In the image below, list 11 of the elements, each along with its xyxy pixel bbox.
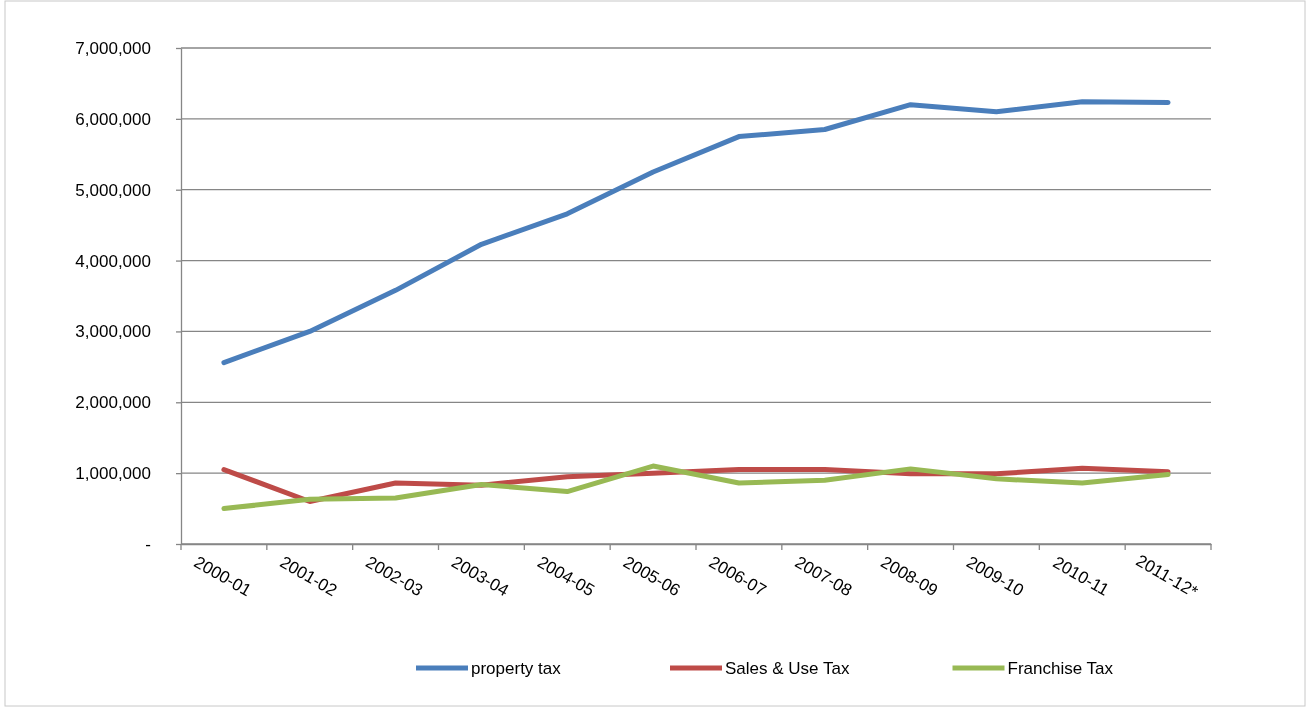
y-tick-label: 4,000,000 [75,251,151,271]
y-tick-label: 6,000,000 [75,109,151,129]
legend-label: property tax [471,659,562,678]
y-tick-label: 5,000,000 [75,180,151,200]
y-tick-label: - [145,534,151,554]
legend-label: Sales & Use Tax [725,659,850,678]
y-tick-label: 7,000,000 [75,38,151,58]
y-tick-label: 2,000,000 [75,393,151,413]
y-tick-label: 3,000,000 [75,322,151,342]
legend-label: Franchise Tax [1007,659,1114,678]
y-tick-label: 1,000,000 [75,464,151,484]
